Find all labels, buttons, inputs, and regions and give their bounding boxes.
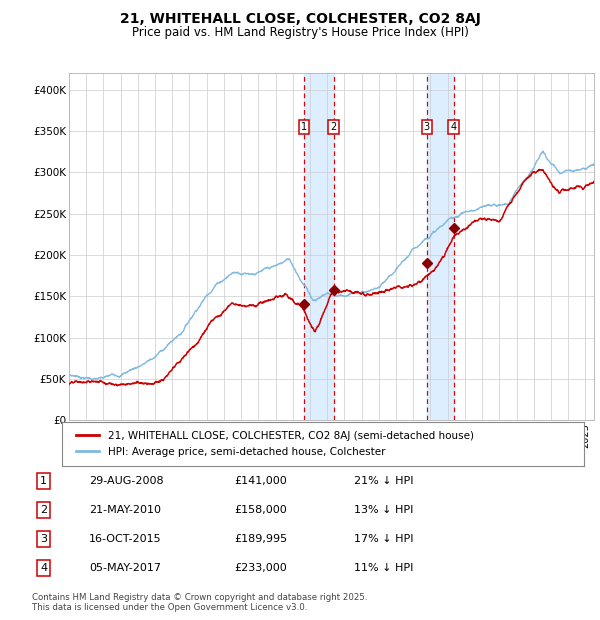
Text: Price paid vs. HM Land Registry's House Price Index (HPI): Price paid vs. HM Land Registry's House … — [131, 26, 469, 39]
Text: 1: 1 — [301, 122, 307, 132]
Text: 21% ↓ HPI: 21% ↓ HPI — [354, 476, 413, 486]
Text: 2: 2 — [40, 505, 47, 515]
Text: 13% ↓ HPI: 13% ↓ HPI — [354, 505, 413, 515]
Text: 3: 3 — [40, 534, 47, 544]
Text: 16-OCT-2015: 16-OCT-2015 — [89, 534, 161, 544]
Bar — [427, 73, 454, 420]
Text: £158,000: £158,000 — [234, 505, 287, 515]
Text: 05-MAY-2017: 05-MAY-2017 — [89, 563, 161, 573]
Text: 1: 1 — [40, 476, 47, 486]
Text: 21, WHITEHALL CLOSE, COLCHESTER, CO2 8AJ: 21, WHITEHALL CLOSE, COLCHESTER, CO2 8AJ — [119, 12, 481, 27]
Text: 4: 4 — [40, 563, 47, 573]
Text: 21-MAY-2010: 21-MAY-2010 — [89, 505, 161, 515]
Text: Contains HM Land Registry data © Crown copyright and database right 2025.
This d: Contains HM Land Registry data © Crown c… — [32, 593, 367, 612]
Bar — [304, 73, 334, 420]
Text: 11% ↓ HPI: 11% ↓ HPI — [354, 563, 413, 573]
Legend: 21, WHITEHALL CLOSE, COLCHESTER, CO2 8AJ (semi-detached house), HPI: Average pri: 21, WHITEHALL CLOSE, COLCHESTER, CO2 8AJ… — [72, 427, 478, 461]
Text: 17% ↓ HPI: 17% ↓ HPI — [354, 534, 413, 544]
Text: £189,995: £189,995 — [234, 534, 287, 544]
Text: £141,000: £141,000 — [234, 476, 287, 486]
Text: 3: 3 — [424, 122, 430, 132]
Text: 4: 4 — [451, 122, 457, 132]
Text: 29-AUG-2008: 29-AUG-2008 — [89, 476, 163, 486]
Text: 2: 2 — [331, 122, 337, 132]
Text: £233,000: £233,000 — [234, 563, 287, 573]
